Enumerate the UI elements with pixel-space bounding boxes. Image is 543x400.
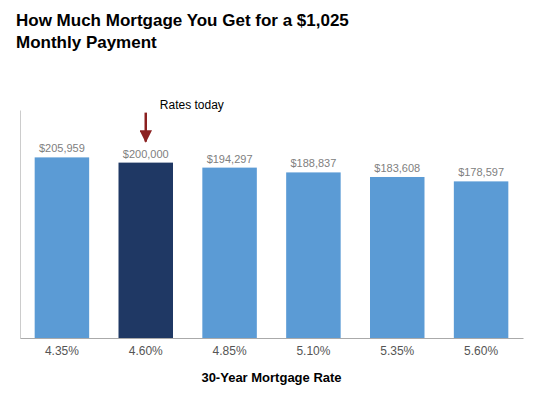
x-tick: 4.35%	[45, 344, 79, 358]
x-axis-title: 30-Year Mortgage Rate	[201, 370, 341, 385]
x-tick: 4.60%	[129, 344, 163, 358]
x-tick-label: 4.35%	[45, 344, 79, 358]
data-label: $178,597	[458, 166, 504, 178]
plot: 4.35% 4.60% 4.85% 5.10% 5.35% 5.60% 30-Year Mo…	[21, 98, 524, 385]
bar	[35, 157, 89, 338]
x-tick-label: 5.35%	[380, 344, 414, 358]
x-axis-line	[21, 338, 524, 339]
bar	[454, 181, 508, 338]
title-line: Monthly Payment	[16, 33, 157, 52]
data-label: $194,297	[207, 153, 253, 165]
chart: How Much Mortgage You Get for a $1,025 Mo…	[0, 0, 543, 400]
bar	[202, 168, 256, 338]
x-tick-label: 5.60%	[464, 344, 498, 358]
bars	[35, 157, 509, 338]
data-label: $183,608	[374, 162, 420, 174]
annotation-text: Rates today	[160, 98, 224, 112]
x-tick-label: 5.10%	[296, 344, 330, 358]
x-tick: 5.35%	[380, 344, 414, 358]
annotation-arrow	[145, 113, 148, 142]
data-label: $200,000	[123, 148, 169, 160]
x-tick: 5.10%	[296, 344, 330, 358]
bar	[370, 177, 424, 338]
y-axis-line	[20, 111, 21, 339]
data-label: $188,837	[290, 157, 336, 169]
bar	[119, 163, 173, 338]
title-line: How Much Mortgage You Get for a $1,025	[16, 11, 349, 30]
data-label: $205,959	[39, 142, 85, 154]
data-labels: $205,959 $200,000 $194,297 $188,837 $183,608…	[39, 142, 504, 178]
x-tick-label: 4.85%	[213, 344, 247, 358]
x-tick: 4.85%	[213, 344, 247, 358]
x-axis: 4.35% 4.60% 4.85% 5.10% 5.35% 5.60%	[21, 339, 524, 358]
annotation: Rates today	[146, 98, 224, 142]
title: How Much Mortgage You Get for a $1,025 Mo…	[16, 11, 349, 52]
y-axis	[20, 111, 21, 339]
bar	[286, 172, 340, 338]
x-tick-label: 4.60%	[129, 344, 163, 358]
x-tick: 5.60%	[464, 344, 498, 358]
